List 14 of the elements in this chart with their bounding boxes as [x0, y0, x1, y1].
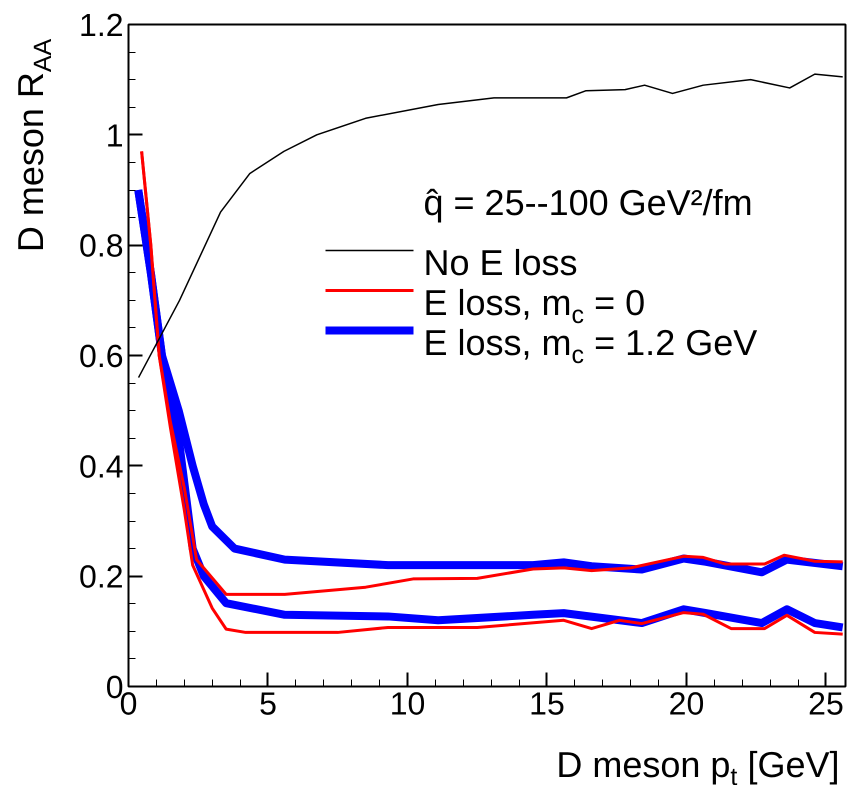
x-tick-label: 25 — [808, 686, 844, 722]
y-tick-label: 0.4 — [79, 448, 124, 484]
y-tick-label: 0.6 — [79, 338, 124, 374]
x-tick-label: 15 — [529, 686, 565, 722]
x-tick-label: 5 — [259, 686, 277, 722]
y-tick-label: 0.8 — [79, 228, 124, 264]
x-tick-label: 10 — [390, 686, 426, 722]
legend-label: No E loss — [424, 242, 578, 283]
x-tick-label: 20 — [668, 686, 704, 722]
y-tick-label: 0.2 — [79, 558, 124, 595]
y-axis-title: D meson RAA — [10, 38, 58, 252]
y-tick-label: 1 — [106, 117, 124, 154]
y-tick-label: 1.2 — [79, 7, 124, 43]
legend-title: q̂ = 25--100 GeV²/fm — [424, 182, 753, 223]
